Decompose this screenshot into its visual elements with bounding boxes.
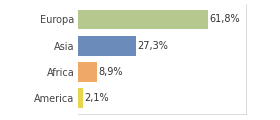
Text: 2,1%: 2,1%	[85, 93, 109, 103]
Bar	[78, 88, 83, 108]
Text: 61,8%: 61,8%	[210, 14, 241, 24]
Text: 8,9%: 8,9%	[99, 67, 123, 77]
Text: 27,3%: 27,3%	[137, 41, 168, 51]
Bar	[78, 62, 97, 82]
Bar	[78, 36, 136, 56]
Bar	[78, 9, 208, 29]
